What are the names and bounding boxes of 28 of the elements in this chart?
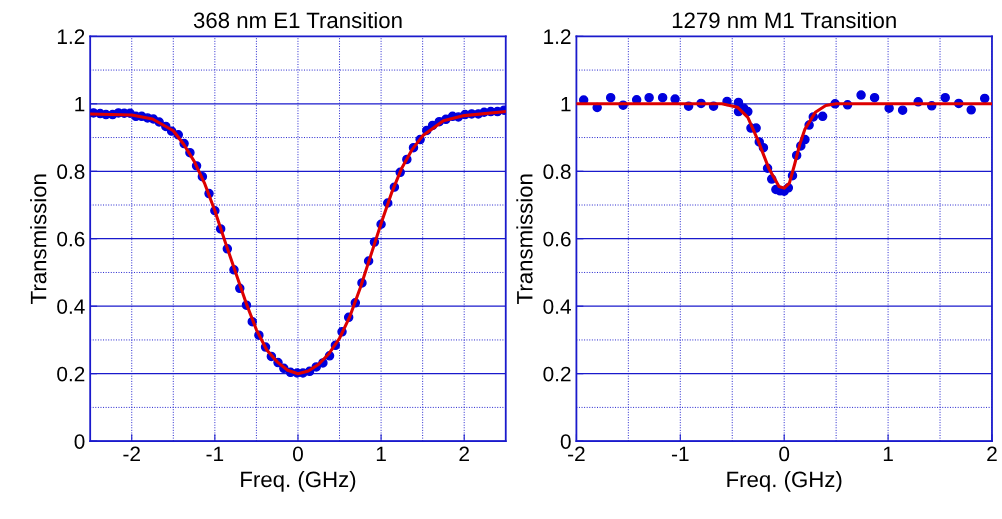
x-tick-label: 1 (376, 446, 386, 462)
y-tick-label: 0.6 (57, 231, 85, 247)
y-tick-label: 1 (75, 97, 85, 112)
x-tick-label: 2 (459, 446, 469, 462)
x-tick-label: 1 (883, 446, 893, 462)
y-tick-label: 0.8 (543, 164, 571, 180)
y-tick-label: 0.2 (543, 366, 571, 382)
y-tick-label: 1.2 (57, 29, 85, 44)
chart-title: 1279 nm M1 Transition (672, 11, 896, 29)
y-axis-title: Transmission (30, 174, 47, 304)
y-tick-label: 1 (561, 97, 571, 112)
y-axis-title: Transmission (516, 174, 533, 304)
x-axis-title: Freq. (GHz) (241, 470, 356, 492)
x-tick-label: -1 (671, 446, 689, 462)
y-tick-label: 0.2 (57, 366, 85, 382)
x-tick-label: 0 (779, 446, 790, 462)
y-tick-label: 0 (74, 434, 85, 449)
y-tick-label: 1.2 (544, 29, 571, 44)
x-tick-label: -2 (123, 446, 140, 462)
y-tick-label: 0.6 (543, 231, 571, 247)
y-tick-label: 0.8 (57, 164, 85, 180)
x-tick-label: -1 (206, 446, 224, 462)
x-tick-label: 0 (292, 446, 303, 462)
y-tick-label: 0.4 (543, 299, 571, 314)
chart-title: 368 nm E1 Transition (193, 11, 402, 29)
x-axis-title: Freq. (GHz) (727, 470, 842, 492)
x-tick-label: 2 (987, 446, 997, 462)
y-tick-label: 0.4 (57, 299, 85, 314)
